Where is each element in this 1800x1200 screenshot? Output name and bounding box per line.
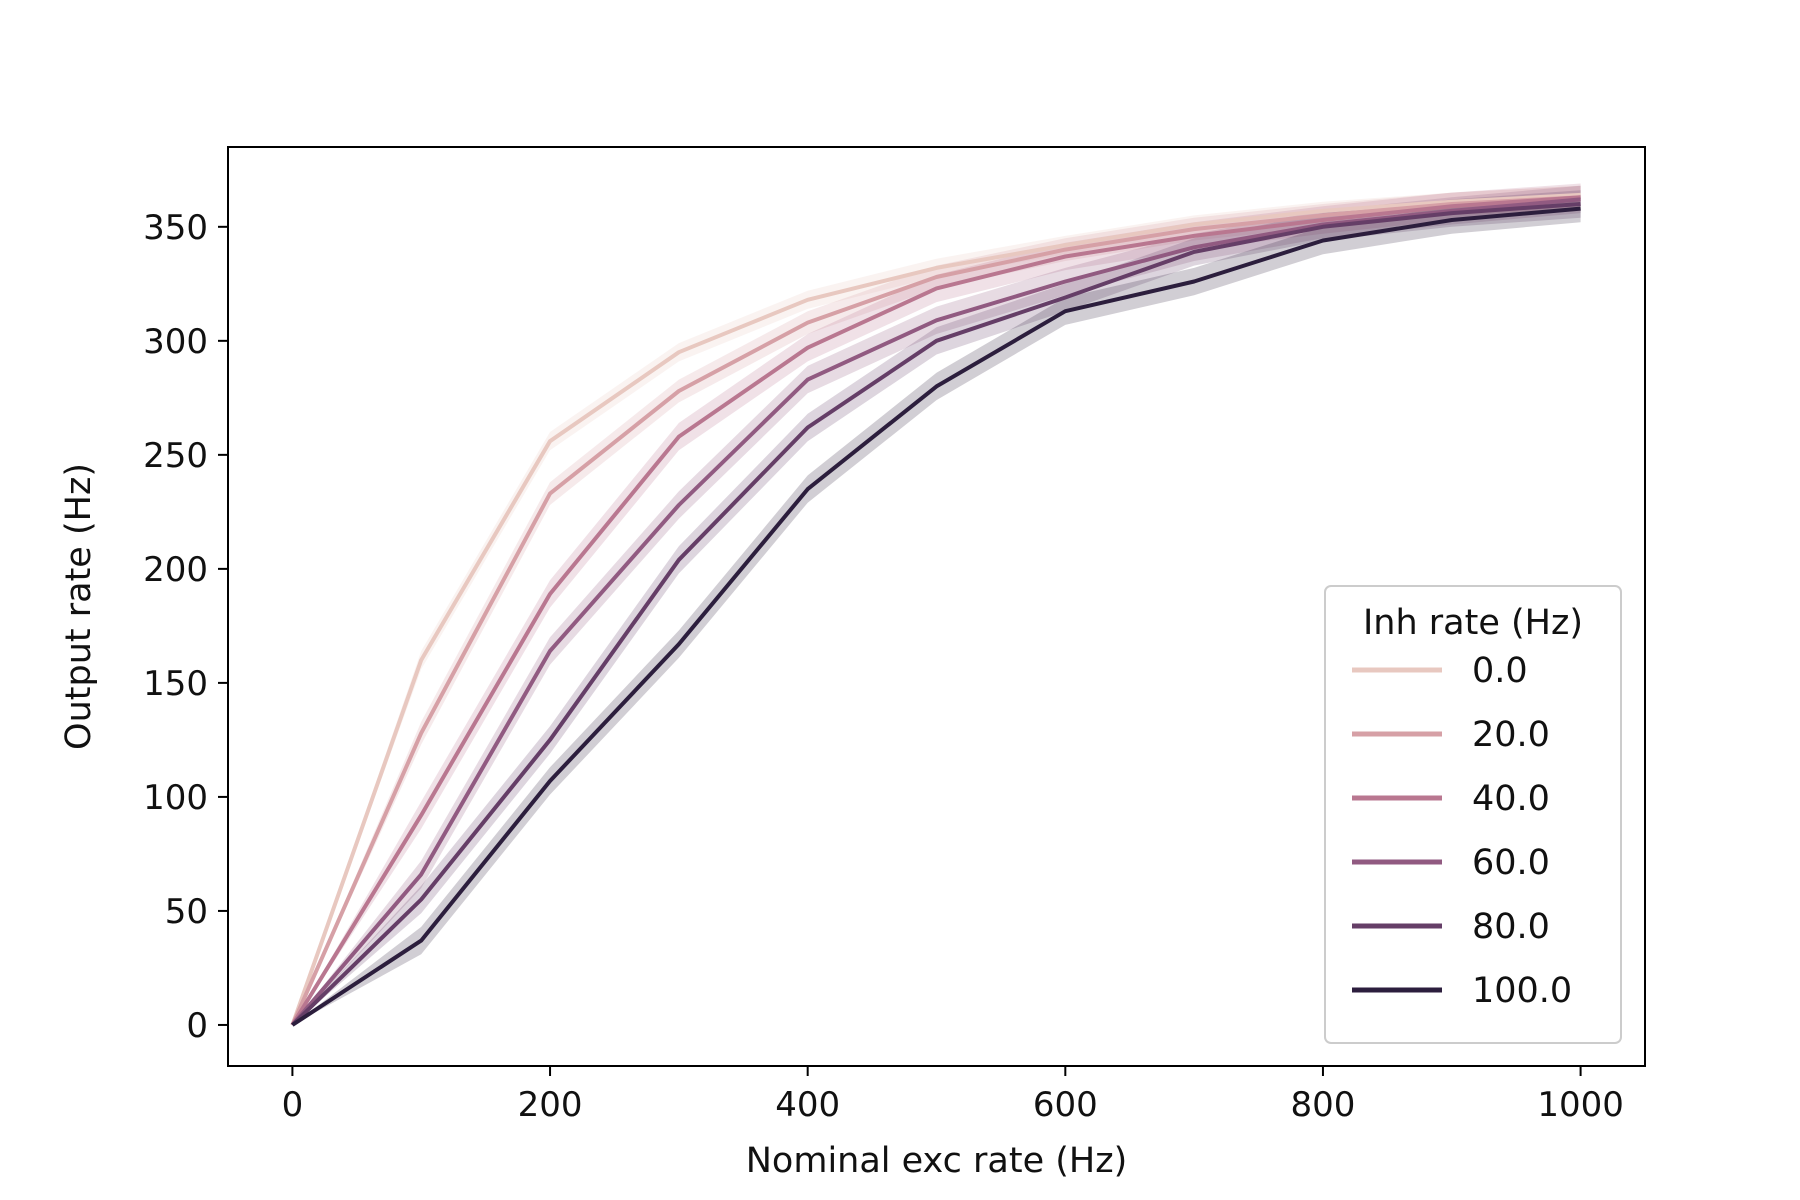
y-tick-label: 350 bbox=[143, 208, 208, 248]
y-tick-label: 300 bbox=[143, 322, 208, 362]
x-tick-label: 0 bbox=[282, 1085, 304, 1125]
series-line-2 bbox=[290, 195, 1581, 1027]
x-axis-title: Nominal exc rate (Hz) bbox=[746, 1141, 1128, 1181]
x-tick-label: 200 bbox=[518, 1085, 583, 1125]
y-tick-label: 250 bbox=[143, 436, 208, 476]
series-line-3 bbox=[290, 197, 1581, 1027]
legend-label: 40.0 bbox=[1472, 779, 1550, 819]
x-axis: 0 200 400 600 800 1000 bbox=[282, 1066, 1624, 1125]
legend-title: Inh rate (Hz) bbox=[1363, 603, 1583, 643]
series-line-4 bbox=[291, 202, 1581, 1027]
legend-box bbox=[1324, 585, 1622, 1044]
legend-items: 0.0 20.0 40.0 60.0 80.0 100.0 bbox=[1352, 651, 1572, 1011]
legend-label: 60.0 bbox=[1472, 843, 1550, 883]
x-tick-label: 800 bbox=[1291, 1085, 1356, 1125]
y-tick-label: 100 bbox=[143, 778, 208, 818]
series-line-1 bbox=[290, 195, 1581, 1026]
legend-label: 100.0 bbox=[1472, 971, 1572, 1011]
y-tick-label: 0 bbox=[186, 1006, 208, 1046]
legend-label: 0.0 bbox=[1472, 651, 1528, 691]
legend-label: 20.0 bbox=[1472, 715, 1550, 755]
y-tick-label: 200 bbox=[143, 550, 208, 590]
series-line-5 bbox=[291, 206, 1581, 1027]
legend: Inh rate (Hz) 0.0 20.0 40.0 60.0 80.0 100.0 bbox=[1324, 585, 1622, 1044]
legend-label: 80.0 bbox=[1472, 907, 1550, 947]
plot-frame bbox=[227, 146, 1646, 1067]
series-lines bbox=[290, 192, 1581, 1027]
x-tick-label: 1000 bbox=[1537, 1085, 1624, 1125]
series-line-0 bbox=[290, 192, 1581, 1026]
y-tick-label: 150 bbox=[143, 664, 208, 704]
y-axis-title: Output rate (Hz) bbox=[59, 463, 99, 750]
x-tick-label: 400 bbox=[775, 1085, 840, 1125]
y-tick-label: 50 bbox=[165, 892, 208, 932]
y-axis: 0 50 100 150 200 250 300 350 bbox=[143, 208, 228, 1046]
x-tick-label: 600 bbox=[1033, 1085, 1098, 1125]
confidence-band-2 bbox=[292, 183, 1581, 1025]
